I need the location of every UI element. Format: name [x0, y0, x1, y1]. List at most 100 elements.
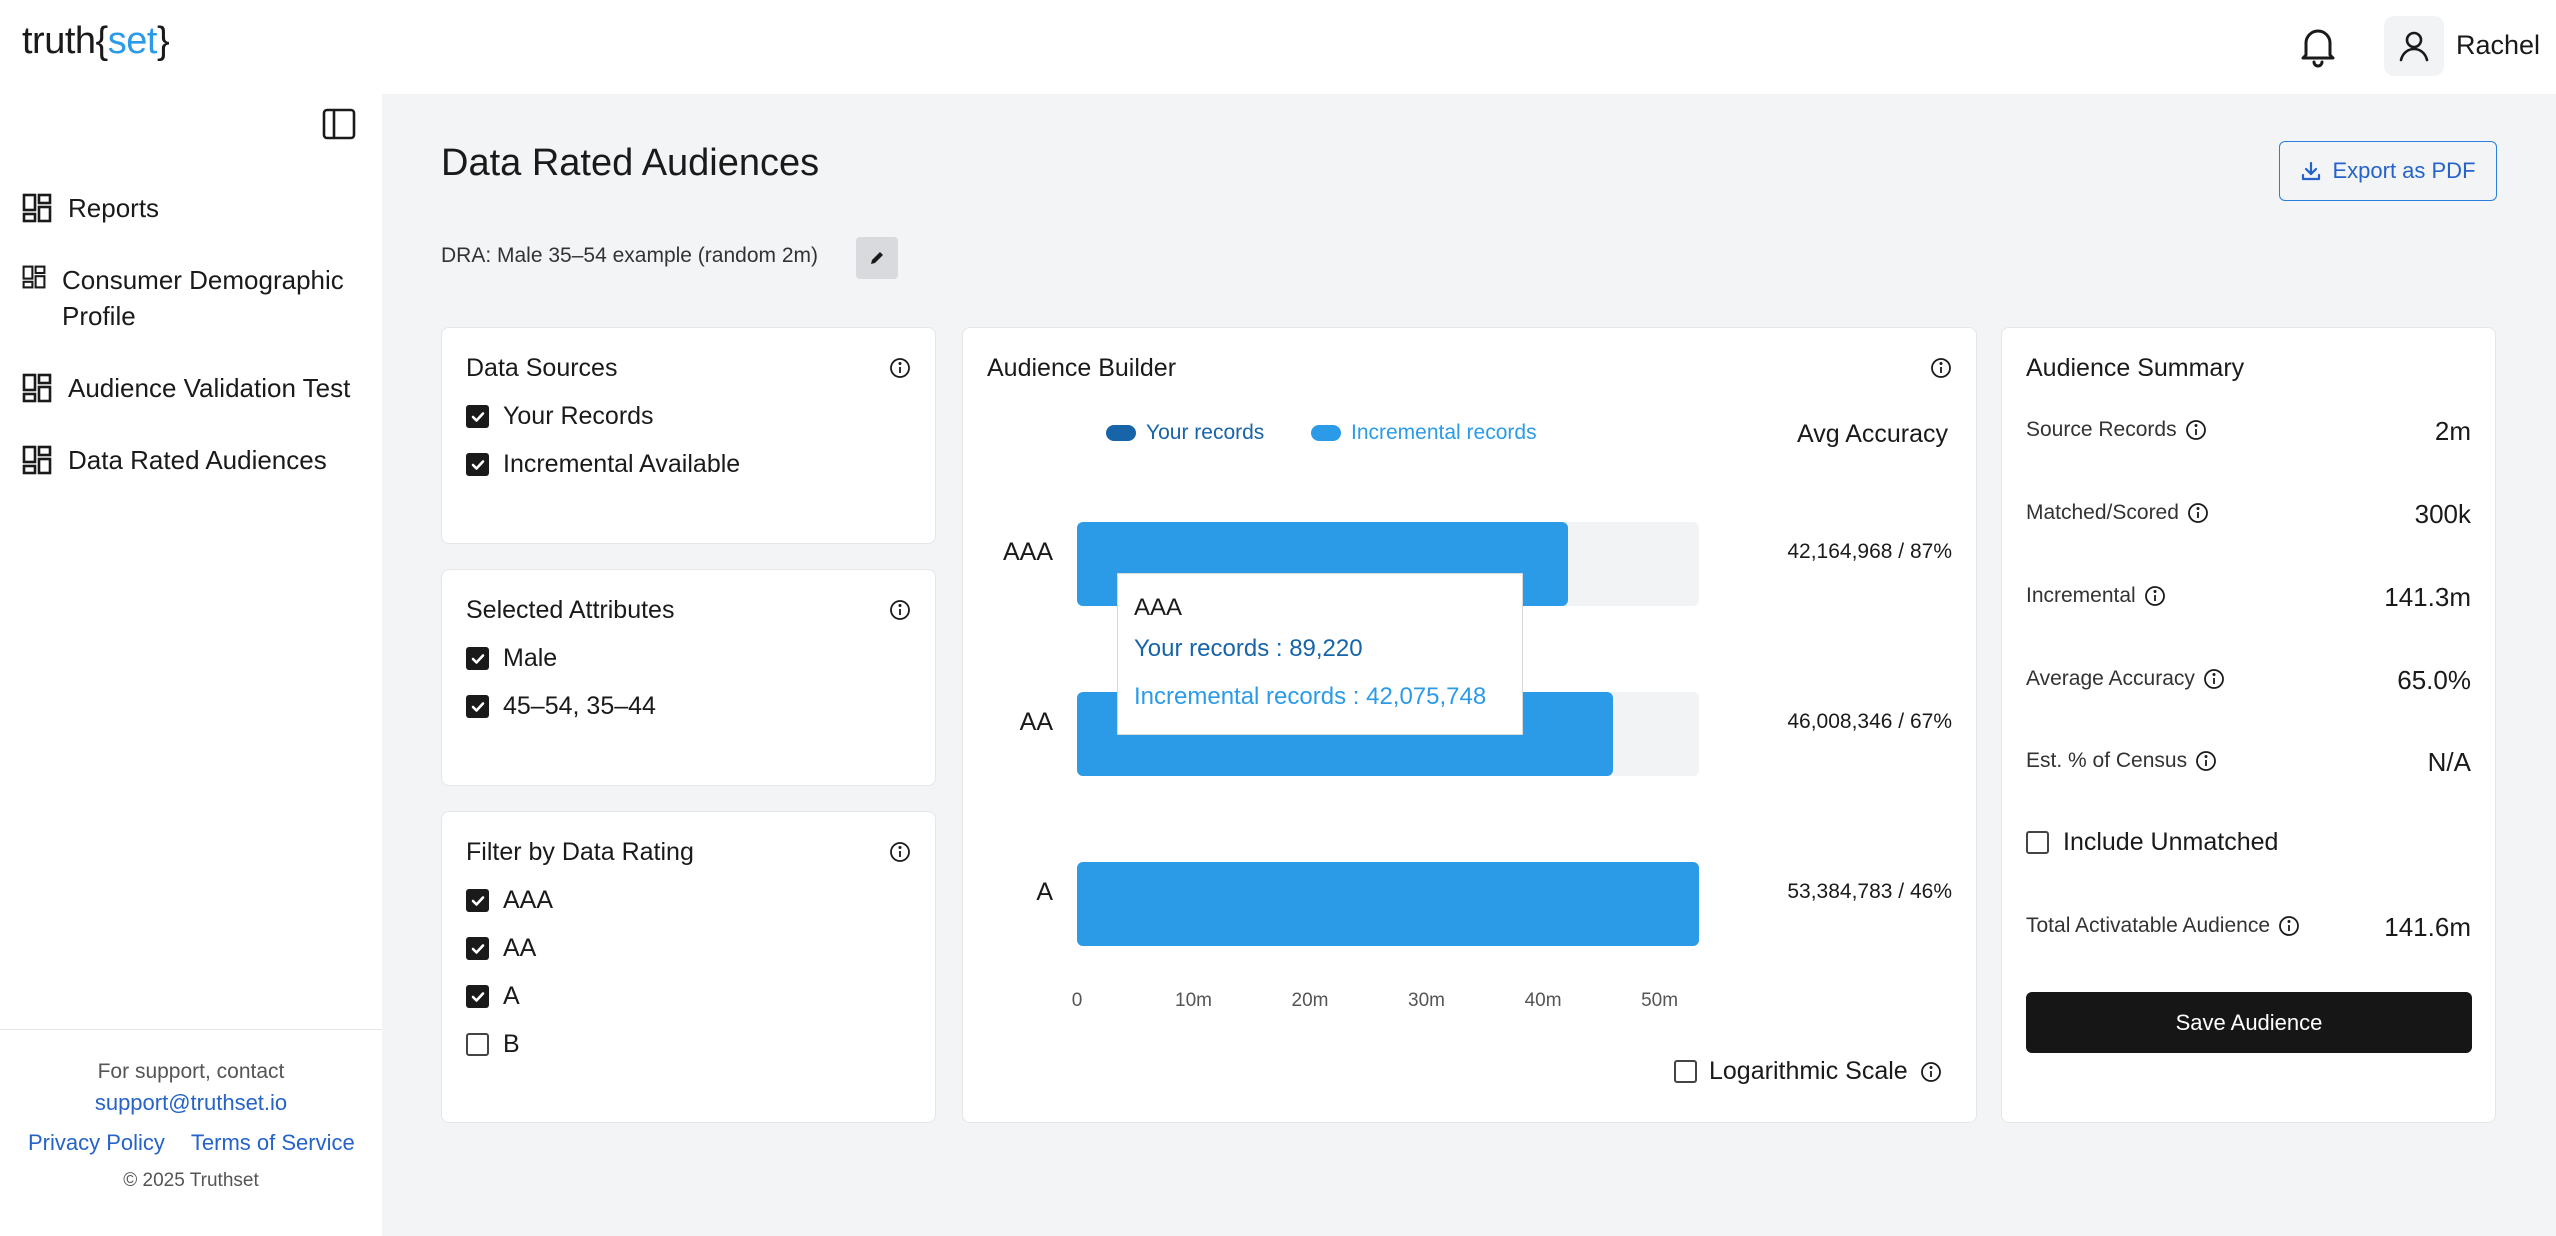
incremental-label: Incremental	[2026, 584, 2166, 608]
data-sources-title: Data Sources	[466, 354, 618, 382]
log-scale-checkbox[interactable]: Logarithmic Scale	[1674, 1057, 1942, 1086]
rating-aa-checkbox[interactable]: AA	[466, 934, 536, 963]
sidebar-item-label: Data Rated Audiences	[68, 445, 327, 475]
main-content: Data Rated Audiences Export as PDF DRA: …	[382, 94, 2556, 1236]
rating-a-checkbox[interactable]: A	[466, 982, 520, 1011]
total-activatable-label: Total Activatable Audience	[2026, 914, 2300, 938]
sidebar: Reports Consumer Demographic Profile Aud…	[0, 94, 382, 1236]
x-tick-label: 50m	[1641, 990, 1679, 1011]
census-label: Est. % of Census	[2026, 749, 2217, 773]
age-range-checkbox[interactable]: 45–54, 35–44	[466, 692, 656, 721]
row-label-aaa: AAA	[1003, 538, 1054, 566]
avatar[interactable]	[2384, 16, 2444, 76]
summary-label-text: Incremental	[2026, 584, 2136, 607]
sidebar-item-reports[interactable]: Reports	[22, 190, 159, 226]
checkbox-label: Incremental Available	[503, 450, 741, 478]
incremental-available-checkbox[interactable]: Incremental Available	[466, 450, 740, 479]
export-pdf-button[interactable]: Export as PDF	[2279, 141, 2497, 201]
info-icon[interactable]	[1930, 357, 1952, 379]
legend-swatch	[1106, 425, 1136, 441]
info-icon[interactable]	[2144, 585, 2166, 607]
logo-prefix: truth	[22, 20, 96, 62]
checkbox-unchecked	[2026, 831, 2049, 854]
checkbox-checked	[466, 985, 489, 1008]
sidebar-item-label: Reports	[68, 193, 160, 223]
sidebar-footer: For support, contact support@truthset.io…	[0, 1029, 382, 1236]
x-tick-label: 40m	[1524, 990, 1562, 1011]
row-label-aa: AA	[1019, 708, 1053, 736]
sidebar-item-label: Consumer Demographic Profile	[62, 265, 344, 331]
checkbox-label: AAA	[503, 886, 554, 914]
checkbox-label: Your Records	[503, 402, 654, 430]
legend-incremental-records[interactable]: Incremental records	[1311, 421, 1537, 445]
tooltip-incremental-records: Incremental records : 42,075,748	[1134, 683, 1487, 710]
source-records-label: Source Records	[2026, 418, 2207, 442]
sidebar-toggle-icon[interactable]	[322, 108, 356, 140]
data-sources-card: Data Sources Your Records Incremental Av…	[441, 327, 936, 544]
logo-close-brace: }	[156, 20, 170, 62]
x-tick-label: 30m	[1408, 990, 1446, 1011]
x-tick-label: 10m	[1175, 990, 1212, 1011]
tooltip-your-records: Your records : 89,220	[1134, 635, 1363, 662]
dashboard-grid-icon	[22, 445, 52, 475]
checkbox-checked	[466, 453, 489, 476]
your-records-checkbox[interactable]: Your Records	[466, 402, 654, 431]
x-tick-label: 20m	[1291, 990, 1329, 1011]
legend-your-records[interactable]: Your records	[1106, 421, 1264, 445]
info-icon[interactable]	[2203, 668, 2225, 690]
selected-attributes-title: Selected Attributes	[466, 596, 675, 624]
matched-scored-value: 300k	[2414, 499, 2471, 529]
sidebar-item-label: Audience Validation Test	[68, 373, 351, 403]
privacy-policy-link[interactable]: Privacy Policy	[28, 1130, 165, 1155]
checkbox-label: B	[503, 1030, 520, 1058]
summary-label-text: Average Accuracy	[2026, 667, 2195, 690]
selected-attributes-card: Selected Attributes Male 45–54, 35–44	[441, 569, 936, 786]
dashboard-grid-icon	[22, 265, 46, 289]
info-icon[interactable]	[2195, 750, 2217, 772]
bell-icon[interactable]	[2298, 24, 2338, 68]
support-email-link[interactable]: support@truthset.io	[94, 1090, 288, 1115]
filter-by-rating-card: Filter by Data Rating AAA AA A B	[441, 811, 936, 1123]
info-icon[interactable]	[2187, 502, 2209, 524]
info-icon[interactable]	[2185, 419, 2207, 441]
summary-label-text: Matched/Scored	[2026, 501, 2179, 524]
rating-aaa-checkbox[interactable]: AAA	[466, 886, 553, 915]
info-icon[interactable]	[889, 357, 911, 379]
sidebar-item-consumer-demographic-profile[interactable]: Consumer Demographic Profile	[22, 262, 362, 334]
male-checkbox[interactable]: Male	[466, 644, 557, 673]
pencil-icon	[871, 252, 883, 264]
sidebar-item-audience-validation-test[interactable]: Audience Validation Test	[22, 370, 350, 406]
audience-builder-title: Audience Builder	[987, 354, 1177, 382]
user-name[interactable]: Rachel	[2456, 30, 2541, 60]
edit-button[interactable]	[856, 237, 898, 279]
legend-label: Incremental records	[1351, 421, 1537, 444]
audience-builder-card: Audience Builder Your records Incrementa…	[962, 327, 1977, 1123]
census-value: N/A	[2427, 747, 2471, 777]
filter-by-rating-title: Filter by Data Rating	[466, 838, 694, 866]
summary-label-text: Source Records	[2026, 418, 2177, 441]
bar-a[interactable]	[1077, 862, 1699, 946]
checkbox-checked	[466, 889, 489, 912]
chart-tooltip: AAA Your records : 89,220 Incremental re…	[1117, 573, 1523, 735]
info-icon[interactable]	[1920, 1061, 1942, 1083]
truthset-logo[interactable]: truth{set}	[22, 20, 170, 63]
copyright: © 2025 Truthset	[123, 1170, 259, 1191]
average-accuracy-label: Average Accuracy	[2026, 667, 2225, 691]
checkbox-checked	[466, 647, 489, 670]
include-unmatched-checkbox[interactable]: Include Unmatched	[2026, 828, 2278, 857]
save-audience-button[interactable]: Save Audience	[2026, 992, 2472, 1053]
checkbox-unchecked	[466, 1033, 489, 1056]
row-value-aa: 46,008,346 / 67%	[1787, 710, 1952, 733]
terms-of-service-link[interactable]: Terms of Service	[190, 1130, 355, 1155]
legend-swatch	[1311, 425, 1341, 441]
download-icon	[2302, 161, 2321, 181]
info-icon[interactable]	[889, 599, 911, 621]
sidebar-item-data-rated-audiences[interactable]: Data Rated Audiences	[22, 442, 327, 478]
audience-subtitle: DRA: Male 35–54 example (random 2m)	[441, 244, 818, 267]
audience-summary-card: Audience Summary Source Records 2m Match…	[2001, 327, 2496, 1123]
info-icon[interactable]	[2278, 915, 2300, 937]
total-activatable-value: 141.6m	[2384, 912, 2471, 942]
rating-b-checkbox[interactable]: B	[466, 1030, 520, 1059]
logo-open-brace: {	[95, 20, 109, 62]
info-icon[interactable]	[889, 841, 911, 863]
